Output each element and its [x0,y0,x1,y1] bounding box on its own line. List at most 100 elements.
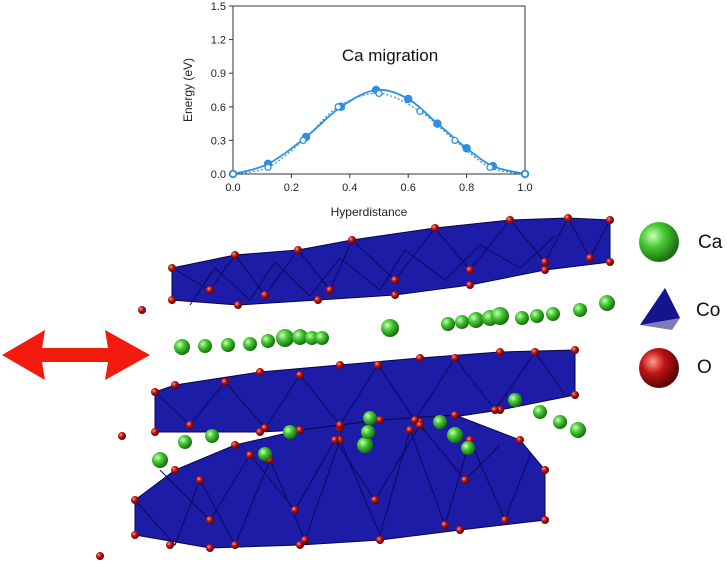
calcium-atom [468,312,484,328]
chart-series [228,85,530,179]
calcium-atom [508,393,522,407]
series-1-point [264,163,272,171]
oxygen-atom [451,411,459,419]
series-1-point [521,170,529,178]
double-arrow-icon [2,330,150,380]
co-tetrahedron-icon [640,288,680,330]
oxygen-atom [586,254,594,262]
calcium-atom [178,435,192,449]
oxygen-atom [171,381,179,389]
oxygen-atom [336,361,344,369]
oxygen-atom [416,354,424,362]
y-axis-label: Energy (eV) [181,58,195,122]
oxygen-atom [541,516,549,524]
oxygen-atom [138,306,146,314]
oxygen-atom [411,416,419,424]
calcium-atom [570,422,586,438]
oxygen-atom [131,496,139,504]
x-tick-label: 0.4 [342,182,357,194]
y-tick-label: 1.5 [211,1,226,13]
y-tick-label: 0.3 [211,135,226,147]
oxygen-atom [606,258,614,266]
oxygen-atom [168,264,176,272]
oxygen-atom [314,296,322,304]
oxygen-atom [196,476,204,484]
series-0-point [462,143,471,153]
series-1-point [416,107,424,115]
oxygen-atom [348,236,356,244]
oxygen-atom [531,348,539,356]
oxygen-atom [606,216,614,224]
oxygen-atom [168,296,176,304]
energy-chart: 0.0 0.2 0.4 0.6 0.8 1.0 0.0 0.3 0.6 0.9 1.2 1.5 Ca … [170,0,550,222]
y-tick-label: 1.2 [211,35,226,47]
oxygen-atom [221,378,229,386]
plot-frame [232,5,526,175]
calcium-atom [221,338,235,352]
series-0-point [433,119,442,128]
oxygen-atom [151,428,159,436]
oxygen-atom [431,224,439,232]
oxygen-atom [541,266,549,274]
calcium-atom [553,415,567,429]
oxygen-atom [296,426,304,434]
oxygen-atom [441,521,449,529]
calcium-atom [530,309,544,323]
oxygen-atom [506,216,514,224]
x-axis-label: Hyperdistance [331,205,408,219]
oxygen-atom [391,276,399,284]
x-tick-label: 1.0 [517,182,532,194]
calcium-atom [363,411,377,425]
oxygen-atom [416,421,424,429]
co-layer-middle [154,349,576,433]
oxygen-atom [451,354,459,362]
x-tick-label: 0.2 [284,182,299,194]
oxygen-atom [466,266,474,274]
oxygen-atom [206,286,214,294]
calcium-atom [533,405,547,419]
chart-ticks: 0.0 0.2 0.4 0.6 0.8 1.0 0.0 0.3 0.6 0.9 1.2 1.5 [211,1,533,194]
series-1-point [299,136,307,145]
calcium-atom [433,415,447,429]
legend-label-ca: Ca [698,232,723,253]
ca-sphere-icon [639,222,679,262]
oxygen-atom [301,536,309,544]
oxygen-atom [171,466,179,474]
oxygen-atom [131,531,139,539]
series-1-point [334,103,342,111]
series-0-point [403,94,413,104]
oxygen-atom [234,301,242,309]
energy-chart-svg: 0.0 0.2 0.4 0.6 0.8 1.0 0.0 0.3 0.6 0.9 1.2 1.5 Ca … [181,1,533,219]
chart-axes [232,5,526,175]
calcium-atom [283,425,297,439]
oxygen-atom [166,541,174,549]
oxygen-atom [326,286,334,294]
x-tick-label: 0.8 [459,182,474,194]
calcium-atom [315,331,329,345]
calcium-atom [441,317,455,331]
o-sphere-icon [639,348,679,388]
oxygen-atom [571,346,579,354]
legend-label-co: Co [696,300,721,321]
oxygen-atom [96,552,104,560]
oxygen-atom [491,406,499,414]
series-1-point [229,170,237,178]
x-tick-label: 0.6 [401,182,416,194]
oxygen-atom [331,436,339,444]
series-line-0 [232,88,526,175]
oxygen-atom [496,348,504,356]
oxygen-atom [501,516,509,524]
calcium-atoms [152,295,615,468]
oxygen-atom [406,426,414,434]
oxygen-atom [256,368,264,376]
calcium-atom [292,329,308,345]
chart-title: Ca migration [342,46,438,65]
oxygen-atom [516,436,524,444]
oxygen-atom [461,476,469,484]
calcium-atom [361,425,375,439]
calcium-atom [305,331,319,345]
calcium-atom [381,319,399,337]
oxygen-atom [206,544,214,552]
oxygen-atom [466,281,474,289]
calcium-atom [491,307,509,325]
